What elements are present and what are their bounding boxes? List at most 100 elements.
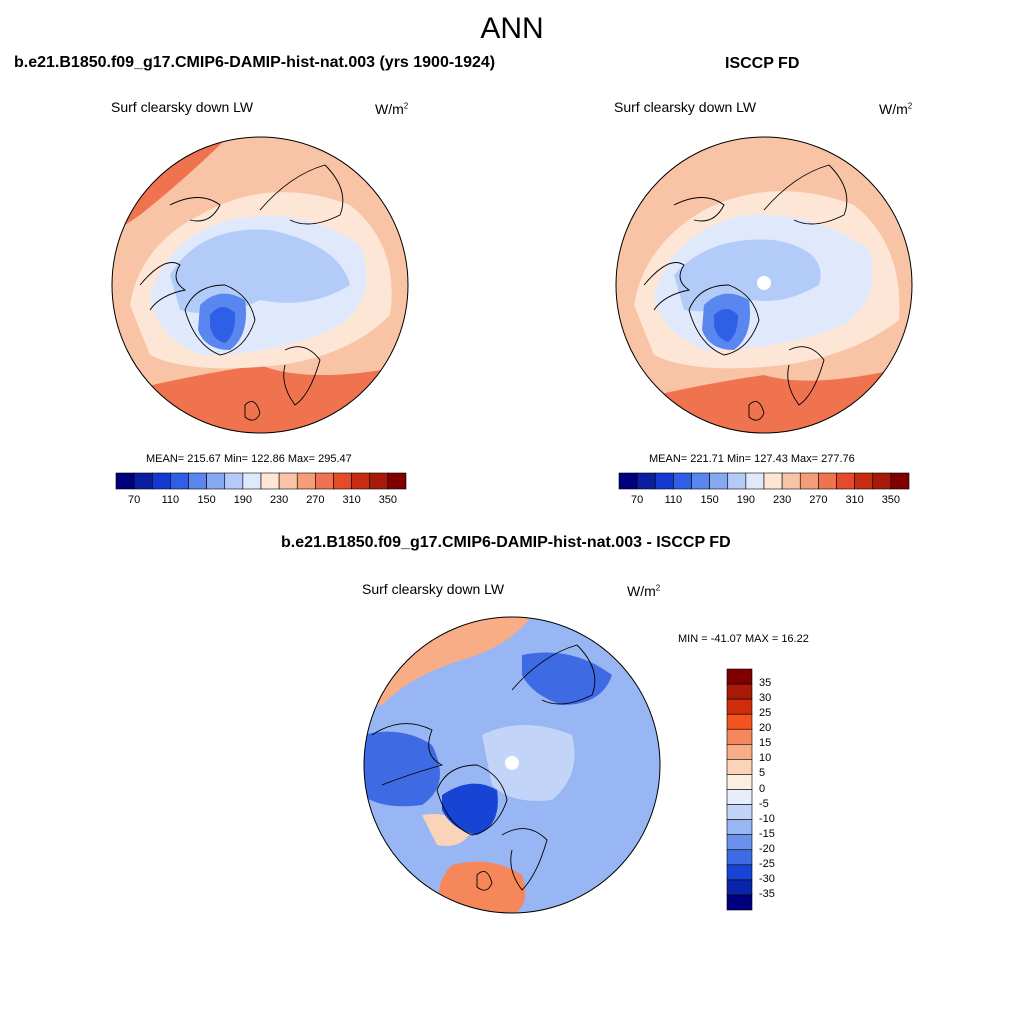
model-stats: MEAN= 215.67 Min= 122.86 Max= 295.47 xyxy=(146,453,352,465)
diff-colorbar-tick-label: 15 xyxy=(759,737,772,750)
diff-siberia-negative xyxy=(522,652,612,705)
obs-canada-coast xyxy=(643,262,691,311)
obs-colorbar-tick-label: 150 xyxy=(700,494,719,506)
model-scandinavia-coast xyxy=(283,346,321,406)
diff-canada-negative xyxy=(364,731,440,807)
diff-greenland-negative xyxy=(442,783,498,835)
diff-siberia-coast xyxy=(511,644,596,705)
diff-scandinavia-coast xyxy=(501,828,548,891)
diff-colorbar-swatch xyxy=(726,744,753,760)
diff-colorbar-swatch xyxy=(726,728,753,745)
diff-colorbar-tick-label: -30 xyxy=(759,872,775,885)
model-colorbar-labels: 70 110 150 190 230 270 310 350 xyxy=(116,494,406,508)
obs-alaska-coast xyxy=(673,197,725,222)
diff-colorbar-tick-label: -20 xyxy=(759,842,775,855)
diff-panel-title: b.e21.B1850.f09_g17.CMIP6-DAMIP-hist-nat… xyxy=(281,534,731,551)
diff-southern-warm xyxy=(438,861,526,913)
diff-central-arctic xyxy=(482,725,575,801)
diff-canada-coast xyxy=(371,723,444,786)
obs-colorbar-swatch xyxy=(854,472,874,490)
obs-britain-coast xyxy=(748,400,765,421)
obs-colorbar-swatch xyxy=(781,472,801,490)
diff-colorbar-tick-label: 0 xyxy=(759,782,766,795)
obs-colorbar-swatch xyxy=(636,472,656,490)
model-greenland-core xyxy=(210,306,236,343)
obs-colorbar-tick-label: 230 xyxy=(772,494,792,506)
model-colorbar-swatch xyxy=(133,472,153,490)
model-colorbar-swatch xyxy=(224,472,244,490)
model-britain-coast xyxy=(244,400,261,421)
obs-colorbar-swatch xyxy=(673,472,692,490)
model-colorbar-tick-label: 70 xyxy=(128,494,141,506)
obs-stats: MEAN= 221.71 Min= 127.43 Max= 277.76 xyxy=(649,453,855,465)
diff-colorbar-labels: 35 30 25 20 15 10 5 0 -5 -10 -15 -20 -25 -30 -35 xyxy=(759,669,799,910)
model-colorbar-swatch xyxy=(333,472,352,490)
diff-colorbar-tick-label: -10 xyxy=(759,812,775,825)
diff-pole-gap xyxy=(505,756,519,770)
model-greenland-coast xyxy=(184,284,256,356)
diff-stats: MIN = -41.07 MAX = 16.22 xyxy=(678,633,809,645)
obs-colorbar-swatch xyxy=(818,472,837,490)
obs-colorbar-swatch xyxy=(763,472,783,490)
obs-scandinavia-coast xyxy=(787,346,825,406)
model-colorbar-swatch xyxy=(369,472,389,490)
obs-colorbar-swatch xyxy=(799,472,819,490)
diff-colorbar-tick-label: 30 xyxy=(759,692,772,705)
obs-variable-label: Surf clearsky down LW xyxy=(614,99,757,115)
model-map-border xyxy=(111,136,409,434)
model-colorbar-swatch xyxy=(188,472,207,490)
diff-colorbar-tick-label: -15 xyxy=(759,827,775,840)
obs-colorbar-swatch xyxy=(890,472,910,490)
model-colorbar-swatch xyxy=(351,472,371,490)
model-colorbar-swatch xyxy=(278,472,298,490)
obs-siberia-coast xyxy=(763,164,848,225)
obs-colorbar-swatch xyxy=(836,472,855,490)
model-colorbar-tick-label: 190 xyxy=(233,494,253,506)
diff-colorbar-tick-label: 10 xyxy=(759,752,772,765)
model-colorbar-tick-label: 310 xyxy=(342,494,361,506)
obs-colorbar-swatch xyxy=(618,472,638,490)
figure-title: ANN xyxy=(480,12,544,45)
obs-colorbar-tick-label: 350 xyxy=(881,494,901,506)
model-colorbar-tick-label: 270 xyxy=(306,494,325,506)
diff-colorbar-swatch xyxy=(726,789,753,805)
diff-greenland-coast xyxy=(436,764,508,836)
diff-colorbar-swatch xyxy=(726,668,753,685)
obs-colorbar-labels: 70 110 150 190 230 270 310 350 xyxy=(619,494,909,508)
diff-polar-map xyxy=(363,616,661,914)
diff-colorbar-tick-label: -25 xyxy=(759,857,775,870)
model-colorbar-swatch xyxy=(296,472,316,490)
model-colorbar-swatch xyxy=(260,472,280,490)
diff-colorbar-swatch xyxy=(726,698,753,715)
diff-colorbar-swatch xyxy=(726,819,753,835)
obs-panel-title: ISCCP FD xyxy=(725,55,800,72)
diff-colorbar-tick-label: 35 xyxy=(759,677,772,690)
obs-colorbar-swatch xyxy=(654,472,674,490)
obs-colorbar-tick-label: 70 xyxy=(631,494,644,506)
model-polar-map xyxy=(111,136,409,434)
model-variable-label: Surf clearsky down LW xyxy=(111,99,254,115)
diff-britain-coast xyxy=(476,870,493,891)
model-colorbar-swatch xyxy=(315,472,334,490)
diff-colorbar-swatch xyxy=(726,804,753,820)
diff-colorbar-swatch xyxy=(726,879,753,896)
model-colorbar-tick-label: 350 xyxy=(378,494,398,506)
obs-colorbar-swatch xyxy=(872,472,892,490)
model-canada-coast xyxy=(139,262,187,311)
diff-colorbar-tick-label: 25 xyxy=(759,707,772,720)
obs-colorbar xyxy=(618,472,910,490)
diff-colorbar-tick-label: -5 xyxy=(759,797,769,810)
diff-variable-label: Surf clearsky down LW xyxy=(362,581,505,597)
obs-pole-gap xyxy=(757,276,771,290)
diff-colorbar-swatch xyxy=(726,713,753,730)
model-colorbar-tick-label: 230 xyxy=(269,494,289,506)
model-colorbar xyxy=(115,472,407,490)
obs-colorbar-tick-label: 110 xyxy=(664,494,683,506)
diff-colorbar-swatch xyxy=(726,834,753,851)
model-units: W/m2 xyxy=(375,101,409,117)
obs-colorbar-swatch xyxy=(727,472,747,490)
diff-colorbar-swatch xyxy=(726,774,753,790)
diff-colorbar-swatch xyxy=(726,864,753,881)
model-siberia-coast xyxy=(259,164,344,225)
model-colorbar-swatch xyxy=(115,472,135,490)
